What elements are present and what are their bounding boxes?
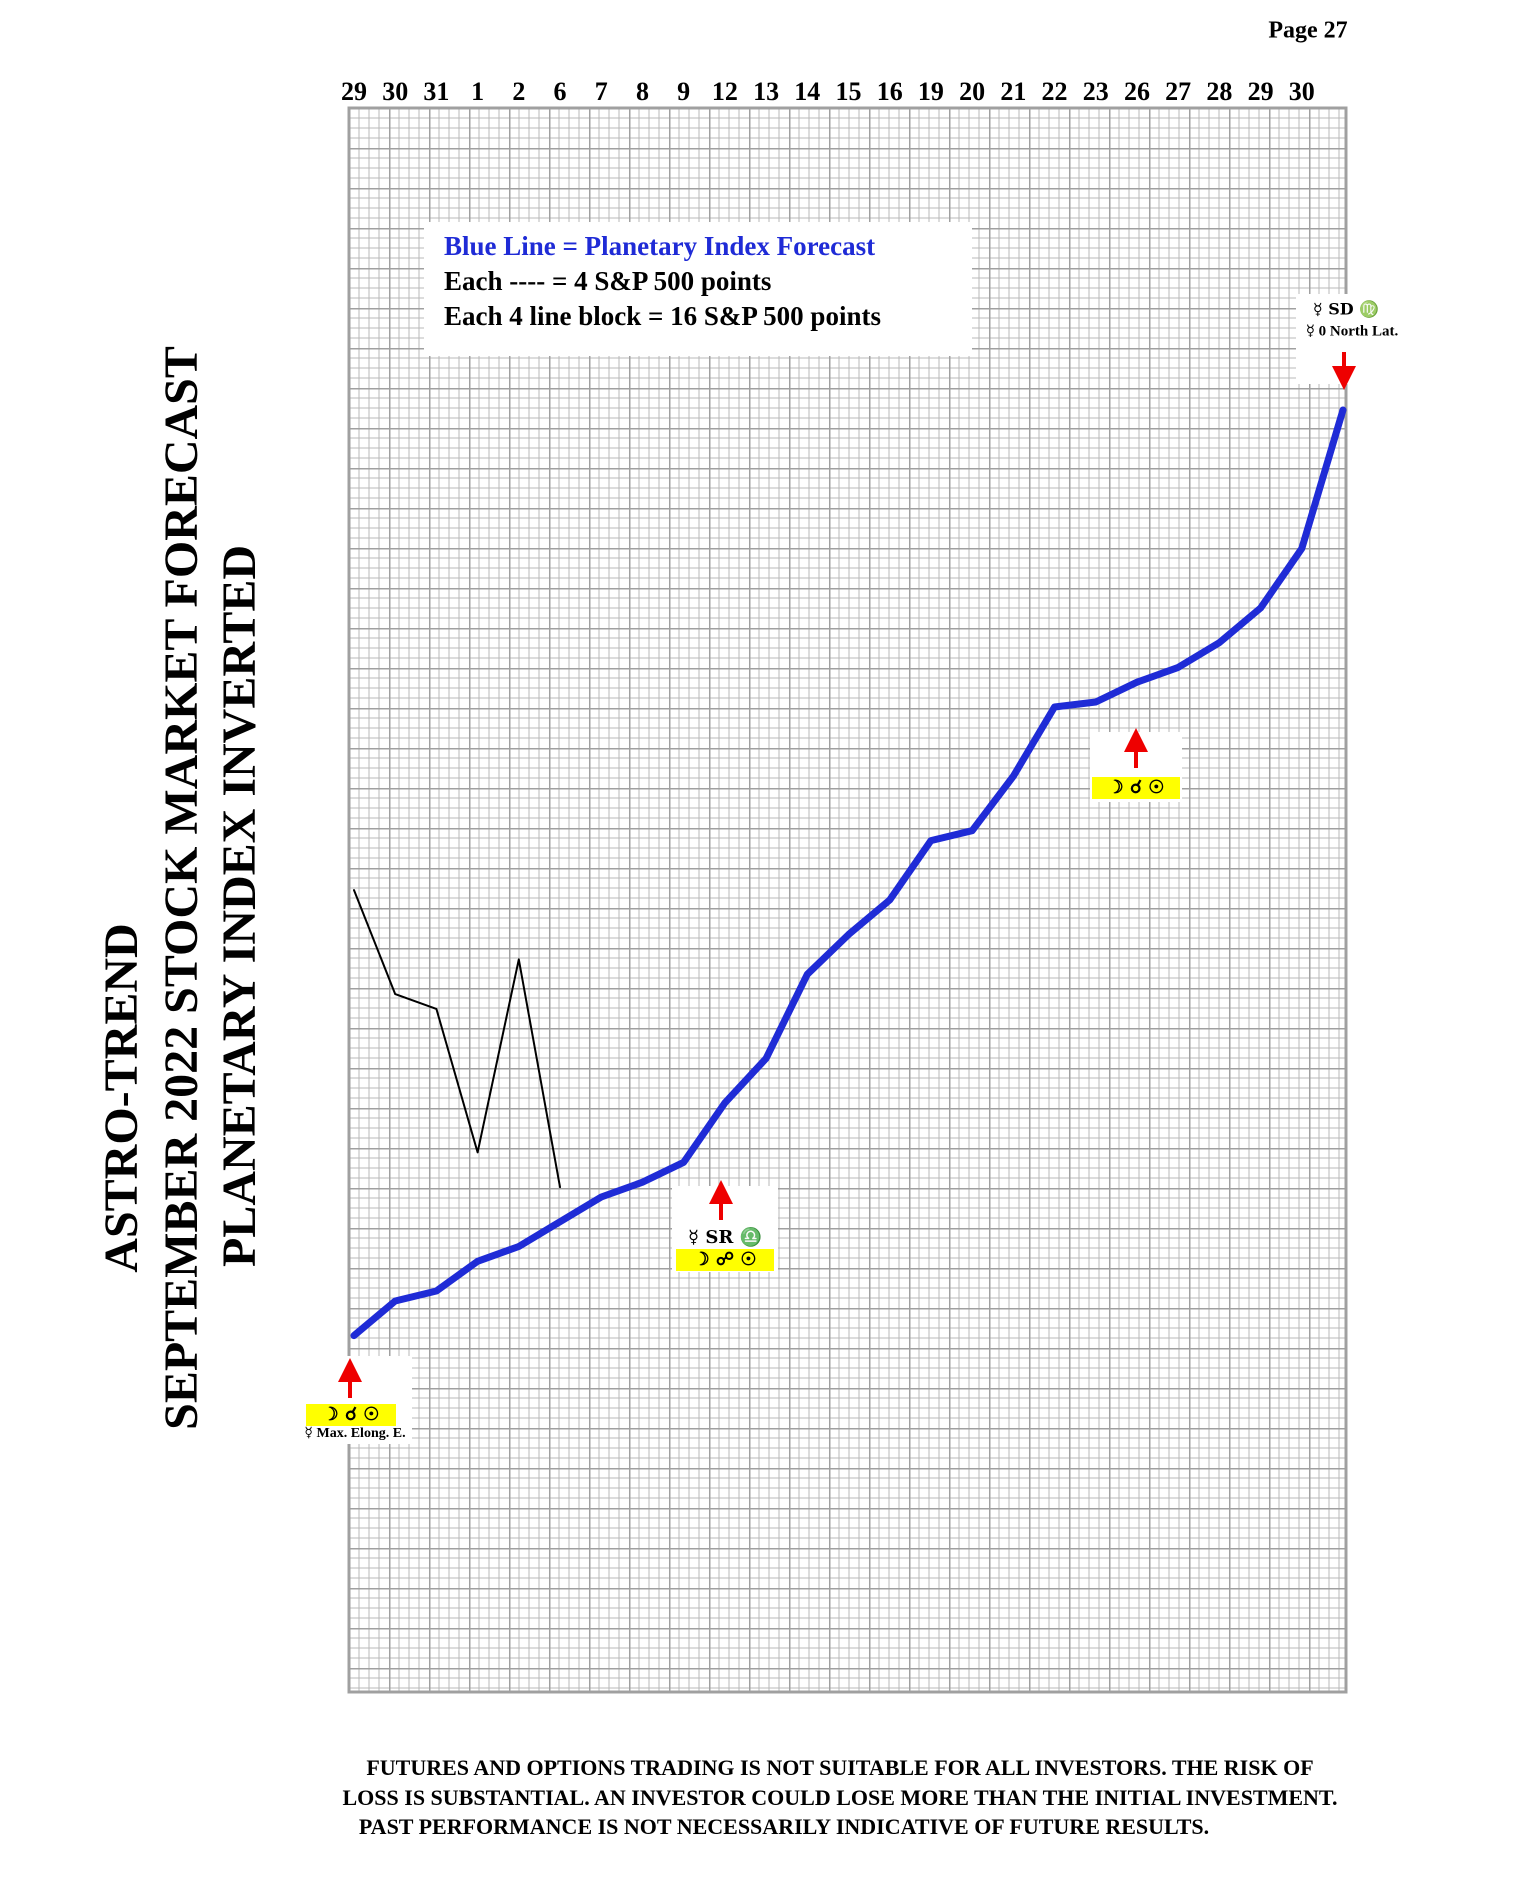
series-line [353,889,561,1189]
legend-line: Blue Line = Planetary Index Forecast [444,231,875,261]
annotation: ☽ ☍ ☉ [693,1249,756,1270]
x-tick-label: 29 [341,77,367,106]
x-tick-label: 26 [1124,77,1150,106]
x-tick-label: 16 [877,77,903,106]
x-tick-label: 30 [382,77,408,106]
highlight [306,1404,396,1426]
x-tick-label: 12 [712,77,738,106]
x-tick-label: 21 [1000,77,1026,106]
chart-subtitle: SEPTEMBER 2022 STOCK MARKET FORECAST [155,346,208,1430]
x-tick-label: 29 [1248,77,1274,106]
x-tick-label: 7 [595,77,608,106]
x-tick-label: 30 [1289,77,1315,106]
plot: 29 30 31 1 2 6 7 8 9 12 13 14 15 16 19 20 21 22 23 26 27 28 29… [341,77,1347,1340]
page-number: Page 27 [1268,18,1347,44]
x-tick-label: 28 [1206,77,1232,106]
annotation: ☽ ☌ ☉ [323,1404,380,1425]
x-tick-label: 2 [512,77,525,106]
x-tick-label: 23 [1083,77,1109,106]
legend-line: Each ---- = 4 S&P 500 points [444,266,771,296]
x-tick-label: 22 [1042,77,1068,106]
x-tick-label: 6 [554,77,567,106]
grid [347,106,1348,1694]
x-tick-label: 13 [753,77,779,106]
chart-subtitle: PLANETARY INDEX INVERTED [213,545,266,1267]
highlight [676,1249,774,1271]
annotation: ☿ SR ♎ [688,1226,762,1248]
x-tick-label: 27 [1165,77,1191,106]
x-tick-label: 19 [918,77,944,106]
x-tick-label: 9 [677,77,690,106]
x-tick-label: 20 [959,77,985,106]
series-line [350,406,1347,1340]
disclaimer: LOSS IS SUBSTANTIAL. AN INVESTOR COULD L… [343,1785,1338,1810]
disclaimer: FUTURES AND OPTIONS TRADING IS NOT SUITA… [366,1755,1313,1780]
chart-title: ASTRO-TREND [95,923,148,1272]
x-tick-label: 1 [471,77,484,106]
annotation: ☿ SD ♍ [1313,300,1379,319]
legend-line: Each 4 line block = 16 S&P 500 points [444,301,881,331]
annotation: ☽ ☌ ☉ [1108,777,1165,798]
annotation: ☿ Max. Elong. E. [304,1426,405,1441]
highlight [1092,777,1180,799]
x-tick-label: 15 [836,77,862,106]
legend-box [424,222,972,356]
x-tick-label: 14 [794,77,820,106]
disclaimer: PAST PERFORMANCE IS NOT NECESSARILY INDI… [359,1814,1209,1839]
x-tick-label: 8 [636,77,649,106]
x-tick-label: 31 [423,77,449,106]
annotation: ☿ 0 North Lat. [1306,323,1399,339]
